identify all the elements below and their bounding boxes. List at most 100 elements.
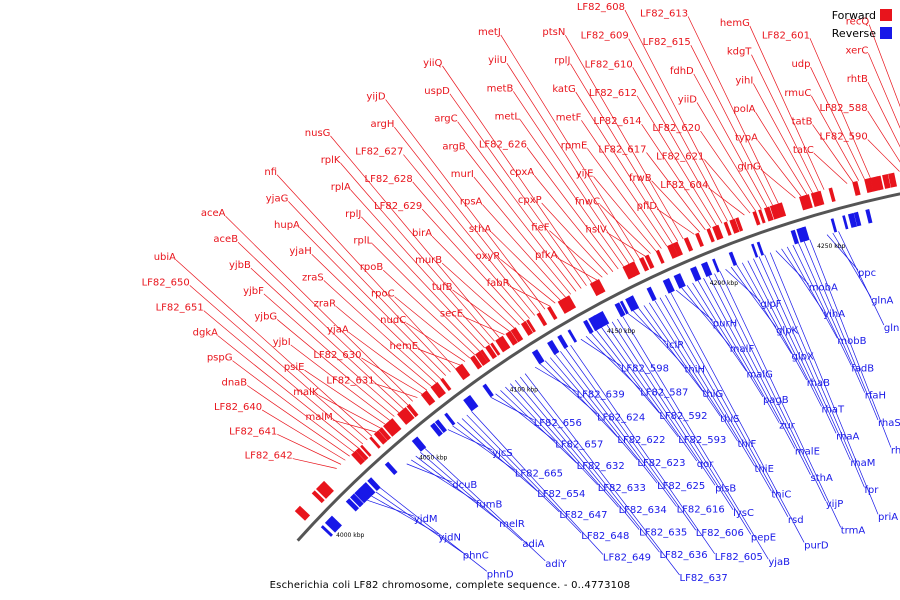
reverse-gene-label[interactable]: LF82_623	[637, 458, 685, 469]
reverse-gene-label[interactable]: LF82_654	[537, 489, 585, 500]
forward-gene-label[interactable]: rpoB	[360, 262, 384, 273]
reverse-gene-label[interactable]: plsB	[715, 483, 736, 494]
forward-gene-label[interactable]: hupA	[274, 220, 300, 231]
forward-gene-label[interactable]: fabR	[487, 278, 510, 289]
forward-gene-label[interactable]: argC	[434, 114, 457, 125]
reverse-gene-label[interactable]: rfaH	[865, 391, 886, 402]
forward-gene-label[interactable]: recQ	[846, 17, 870, 28]
forward-gene-label[interactable]: tatB	[792, 116, 813, 127]
forward-gene-label[interactable]: rpmE	[561, 140, 588, 151]
reverse-gene-label[interactable]: LF82_648	[581, 531, 629, 542]
forward-gene-label[interactable]: yjaH	[289, 246, 311, 257]
forward-gene-label[interactable]: metL	[495, 111, 521, 122]
forward-gene-label[interactable]: rplJ	[345, 209, 361, 220]
reverse-gene-label[interactable]: thiS	[720, 414, 739, 425]
reverse-gene-label[interactable]: LF82_605	[715, 552, 763, 563]
reverse-gene-label[interactable]: fumB	[476, 499, 503, 510]
reverse-gene-label[interactable]: glnL	[884, 323, 900, 334]
forward-gene-label[interactable]: LF82_610	[585, 59, 633, 70]
forward-gene-label[interactable]: sthA	[469, 224, 491, 235]
reverse-gene-label[interactable]: melR	[499, 519, 525, 530]
reverse-gene-label[interactable]: iclR	[666, 340, 684, 351]
forward-gene-label[interactable]: dnaB	[221, 377, 247, 388]
reverse-gene-label[interactable]: fadB	[851, 363, 874, 374]
reverse-gene-label[interactable]: LF82_656	[534, 418, 582, 429]
reverse-gene-label[interactable]: LF82_634	[619, 505, 667, 516]
forward-gene-label[interactable]: LF82_609	[581, 31, 629, 42]
reverse-gene-label[interactable]: thiF	[737, 439, 756, 450]
reverse-gene-label[interactable]: malE	[795, 447, 820, 458]
reverse-gene-label[interactable]: mobA	[809, 282, 838, 293]
reverse-gene-label[interactable]: yjcS	[492, 448, 513, 459]
forward-gene-label[interactable]: hemE	[389, 341, 418, 352]
reverse-gene-label[interactable]: LF82_649	[603, 552, 651, 563]
reverse-gene-label[interactable]: malG	[747, 369, 773, 380]
forward-gene-label[interactable]: cpxP	[518, 195, 542, 206]
reverse-gene-label[interactable]: purD	[804, 540, 829, 551]
reverse-gene-label[interactable]: LF82_637	[680, 573, 728, 584]
reverse-gene-label[interactable]: phnC	[463, 551, 489, 562]
forward-gene-label[interactable]: LF82_614	[593, 116, 641, 127]
forward-gene-label[interactable]: rplL	[353, 236, 372, 247]
forward-gene-label[interactable]: katG	[552, 84, 575, 95]
forward-gene-label[interactable]: LF82_620	[652, 123, 700, 134]
reverse-gene-label[interactable]: dcuB	[452, 480, 477, 491]
reverse-gene-label[interactable]: yjdN	[438, 532, 461, 543]
forward-gene-label[interactable]: hemG	[720, 18, 750, 29]
forward-gene-label[interactable]: LF82_650	[142, 277, 190, 288]
forward-gene-label[interactable]: tufB	[432, 282, 453, 293]
reverse-gene-label[interactable]: yihA	[823, 309, 845, 320]
forward-gene-label[interactable]: yijE	[576, 169, 594, 180]
forward-gene-label[interactable]: fieF	[531, 223, 549, 234]
reverse-gene-label[interactable]: trmA	[841, 525, 866, 536]
forward-gene-label[interactable]: rplK	[321, 155, 341, 166]
forward-gene-label[interactable]: LF82_640	[214, 402, 262, 413]
reverse-gene-label[interactable]: adiY	[545, 559, 567, 570]
reverse-gene-label[interactable]: LF82_624	[597, 412, 645, 423]
reverse-gene-label[interactable]: glpX	[792, 352, 814, 363]
forward-gene-label[interactable]: dgkA	[193, 328, 218, 339]
reverse-gene-label[interactable]: pagB	[763, 395, 789, 406]
forward-gene-label[interactable]: nudC	[380, 315, 406, 326]
forward-gene-label[interactable]: yjbF	[243, 286, 264, 297]
reverse-gene-label[interactable]: LF82_635	[639, 528, 687, 539]
reverse-gene-label[interactable]: thiE	[755, 464, 774, 475]
reverse-gene-label[interactable]: glnA	[871, 295, 893, 306]
reverse-gene-label[interactable]: qor	[697, 459, 714, 470]
forward-gene-label[interactable]: metB	[487, 83, 514, 94]
reverse-gene-label[interactable]: priA	[878, 512, 898, 523]
forward-gene-label[interactable]: zraR	[314, 298, 336, 309]
reverse-gene-label[interactable]: glpF	[760, 299, 781, 310]
forward-gene-label[interactable]: fnwC	[575, 196, 600, 207]
reverse-gene-label[interactable]: yijP	[826, 499, 844, 510]
forward-gene-label[interactable]: rplJ	[554, 56, 570, 67]
reverse-gene-label[interactable]: LF82_665	[515, 468, 563, 479]
forward-gene-label[interactable]: pfkA	[535, 250, 558, 261]
reverse-gene-label[interactable]: purH	[713, 318, 737, 329]
forward-gene-label[interactable]: yjbB	[229, 260, 251, 271]
forward-gene-label[interactable]: LF82_608	[577, 2, 625, 13]
reverse-gene-label[interactable]: lysC	[733, 508, 754, 519]
forward-gene-label[interactable]: birA	[412, 228, 432, 239]
forward-gene-label[interactable]: pflD	[637, 201, 658, 212]
forward-gene-label[interactable]: LF82_626	[479, 139, 527, 150]
reverse-gene-label[interactable]: LF82_606	[696, 528, 744, 539]
reverse-gene-label[interactable]: LF82_587	[640, 387, 688, 398]
forward-gene-label[interactable]: cpxA	[510, 167, 535, 178]
forward-gene-label[interactable]: malK	[293, 387, 319, 398]
forward-gene-label[interactable]: metJ	[478, 27, 501, 38]
reverse-gene-label[interactable]: LF82_639	[577, 390, 625, 401]
forward-gene-label[interactable]: argH	[370, 119, 394, 130]
forward-gene-label[interactable]: rmuC	[784, 88, 811, 99]
forward-gene-label[interactable]: nfi	[264, 167, 277, 178]
forward-gene-label[interactable]: yiiU	[488, 55, 507, 66]
reverse-gene-label[interactable]: malF	[730, 344, 755, 355]
forward-gene-label[interactable]: LF82_601	[762, 30, 810, 41]
forward-gene-label[interactable]: polA	[733, 104, 755, 115]
reverse-gene-label[interactable]: LF82_657	[555, 439, 603, 450]
forward-gene-label[interactable]: argB	[442, 141, 465, 152]
forward-gene-label[interactable]: yjbG	[254, 311, 277, 322]
forward-gene-label[interactable]: LF82_588	[819, 103, 867, 114]
forward-gene-label[interactable]: LF82_651	[156, 303, 204, 314]
forward-gene-label[interactable]: glnG	[738, 161, 761, 172]
